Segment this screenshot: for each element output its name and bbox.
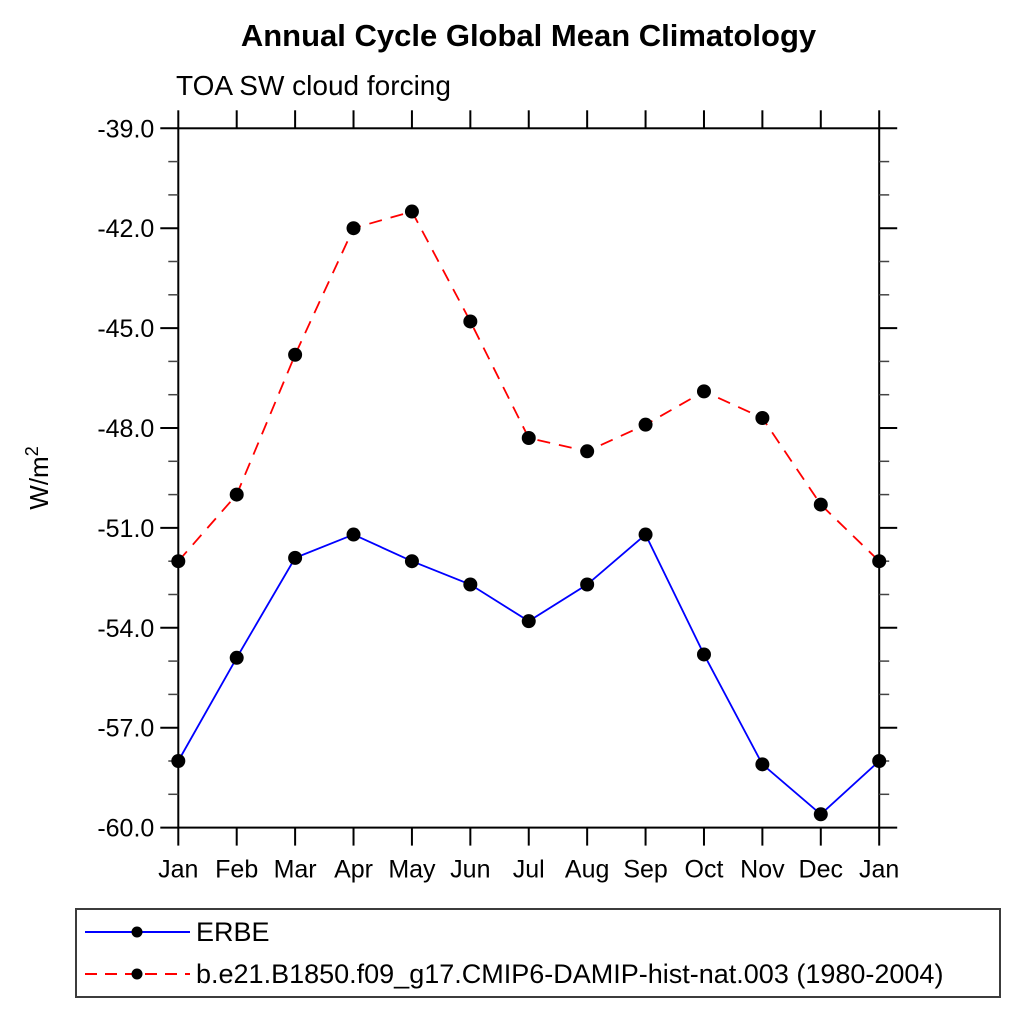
data-point-dot xyxy=(755,411,770,426)
legend-label-erbe: ERBE xyxy=(196,916,270,947)
data-point-dot xyxy=(638,527,653,542)
data-point-dot xyxy=(813,807,828,822)
x-tick-label: Feb xyxy=(215,856,258,884)
data-point-dot xyxy=(171,754,186,768)
x-tick-label: Mar xyxy=(274,856,317,884)
legend-item-erbe: ERBE xyxy=(82,914,999,950)
x-tick-label: Jan xyxy=(859,856,899,884)
data-point-dot xyxy=(580,444,595,459)
data-point-dot xyxy=(755,757,770,772)
y-tick-label: -60.0 xyxy=(97,815,154,843)
legend-item-model: b.e21.B1850.f09_g17.CMIP6-DAMIP-hist-nat… xyxy=(82,956,999,992)
chart-title: Annual Cycle Global Mean Climatology xyxy=(240,18,817,53)
x-tick-label: Nov xyxy=(740,856,785,884)
series-line xyxy=(177,210,880,562)
data-point-dot xyxy=(404,554,419,569)
data-point-dot xyxy=(521,430,536,445)
y-tick-label: -45.0 xyxy=(97,315,154,343)
y-axis-label: W/m2 xyxy=(22,446,54,509)
x-tick-label: May xyxy=(388,856,436,884)
y-tick-label: -54.0 xyxy=(97,615,154,643)
plot-frame xyxy=(177,127,881,829)
data-point-dot xyxy=(813,497,828,512)
data-point-dot xyxy=(346,527,361,542)
data-point-dot xyxy=(638,417,653,432)
x-tick-label: Jun xyxy=(450,856,490,884)
y-tick-label: -48.0 xyxy=(97,415,154,443)
x-tick-label: Apr xyxy=(334,856,373,884)
legend-sample-solid-blue-line xyxy=(85,926,190,938)
data-point-dot xyxy=(229,487,244,502)
x-tick-label: Jan xyxy=(158,856,198,884)
data-point-dot xyxy=(696,384,711,399)
data-point-dot xyxy=(872,754,887,768)
y-tick-label: -42.0 xyxy=(97,215,154,243)
y-tick-label: -51.0 xyxy=(97,515,154,543)
data-point-dot xyxy=(229,650,244,665)
data-point-dot xyxy=(463,314,478,329)
data-point-dot xyxy=(288,347,303,362)
x-tick-label: Dec xyxy=(799,856,843,884)
y-tick-label: -39.0 xyxy=(97,115,154,143)
data-point-dot xyxy=(872,554,887,569)
x-tick-label: Aug xyxy=(565,856,609,884)
data-point-dot xyxy=(404,204,419,219)
x-tick-label: Sep xyxy=(623,856,667,884)
data-point-dot xyxy=(521,614,536,629)
series-line xyxy=(177,533,880,816)
legend-box: ERBE b.e21.B1850.f09_g17.CMIP6-DAMIP-his… xyxy=(75,908,1001,998)
data-point-dot xyxy=(463,577,478,592)
data-point-dot xyxy=(580,577,595,592)
legend-marker-dot-icon xyxy=(131,926,143,938)
data-point-dot xyxy=(696,647,711,662)
chart-subtitle: TOA SW cloud forcing xyxy=(176,70,451,101)
x-tick-label: Oct xyxy=(685,856,724,884)
y-tick-label: -57.0 xyxy=(97,715,154,743)
axes: -39.0 -42.0 -45.0 -48.0 -51.0 -54.0 -57.0 -60.0… xyxy=(97,110,899,884)
data-point-dot xyxy=(346,221,361,236)
x-tick-label: Jul xyxy=(513,856,545,884)
legend-label-model: b.e21.B1850.f09_g17.CMIP6-DAMIP-hist-nat… xyxy=(196,958,944,989)
legend-sample-dashed-red-line xyxy=(85,968,190,980)
legend-marker-dot-icon xyxy=(131,968,143,980)
data-point-dot xyxy=(171,554,186,569)
data-point-dot xyxy=(288,550,303,565)
data-series xyxy=(171,204,887,822)
